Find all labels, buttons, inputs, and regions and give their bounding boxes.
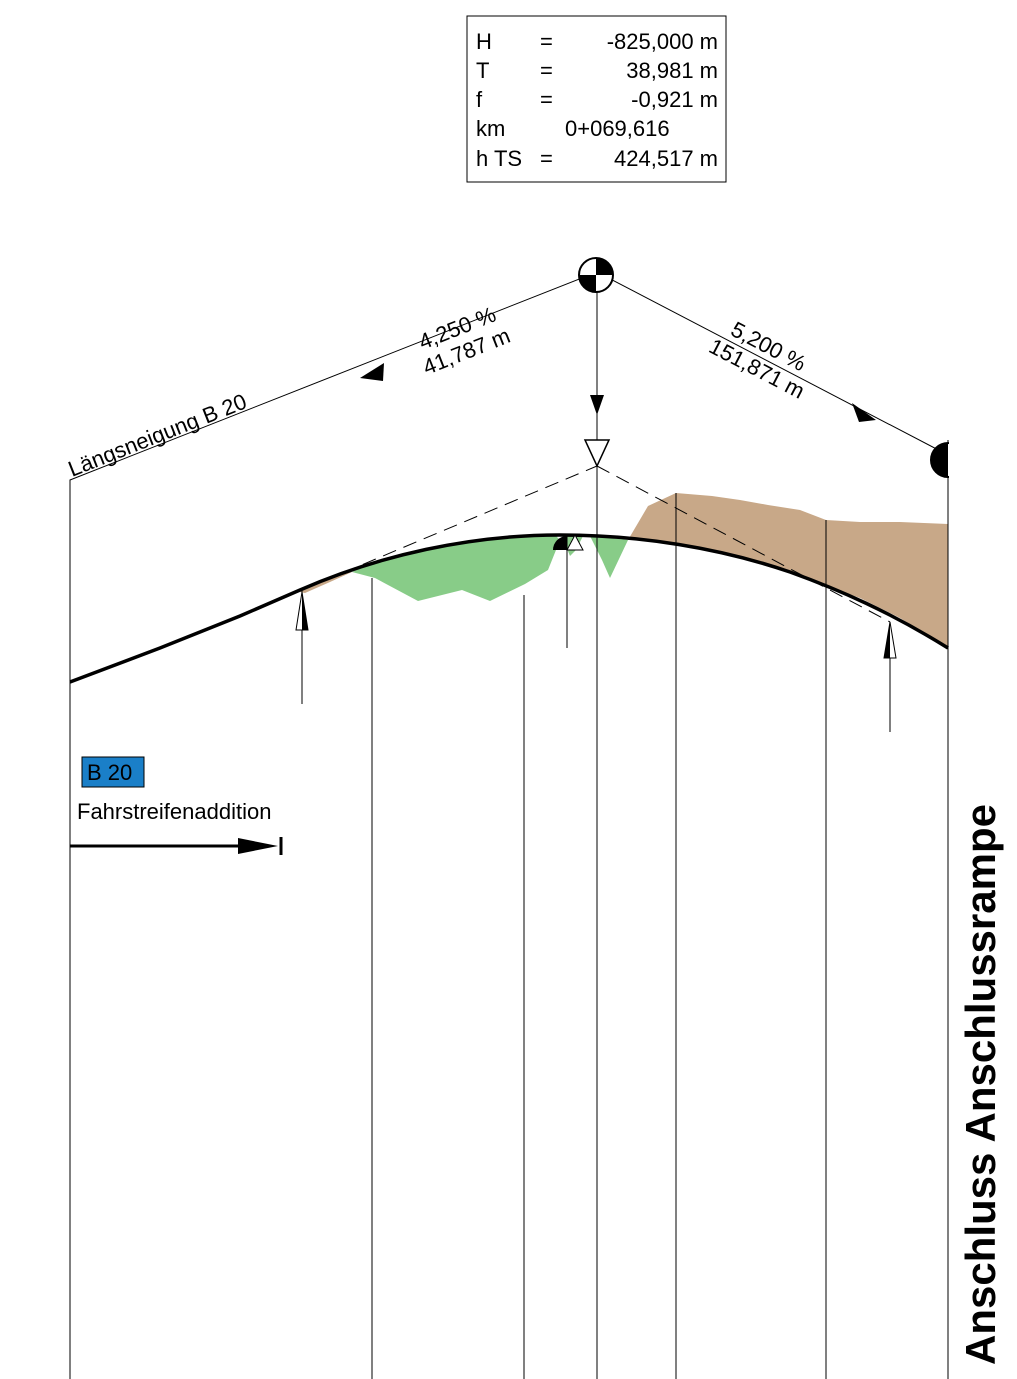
arrow-right-gradient [852, 403, 876, 422]
design-gradient-line [69, 533, 949, 684]
apex-arrow-small [590, 395, 604, 415]
info-label-h: H [476, 29, 492, 54]
gradient-overview [69, 271, 949, 492]
info-label-f: f [476, 87, 483, 112]
gradient-left-labels: 4,250 % 41,787 m [415, 302, 514, 380]
road-tag-label: B 20 [87, 760, 132, 785]
apex-arrow-outline [583, 439, 611, 468]
info-value-h: -825,000 m [607, 29, 718, 54]
info-label-t: T [476, 58, 489, 83]
tangent-right [596, 465, 891, 623]
lane-label: Fahrstreifenaddition [77, 799, 271, 824]
tangent-point-markers [295, 533, 897, 732]
side-title-group: Anschluss Anschlussrampe [957, 804, 1004, 1365]
info-sep-t: = [540, 58, 553, 83]
profile-label: Längsneigung B 20 [65, 389, 251, 482]
curve-info-box: H = -825,000 m T = 38,981 m f = -0,921 m… [466, 15, 727, 183]
fill-embankment-small [300, 571, 352, 593]
arrow-left-gradient [360, 363, 384, 381]
info-value-km: 0+069,616 [565, 116, 670, 141]
info-label-hts: h TS [476, 146, 522, 171]
info-box-frame [466, 15, 727, 183]
profile-label-group: Längsneigung B 20 [65, 389, 251, 482]
cut-section-left [352, 535, 560, 601]
end-mask [949, 435, 969, 485]
apex-quadrant-1 [596, 258, 613, 275]
lane-arrow-head [238, 838, 278, 854]
end-symbol [930, 435, 969, 485]
crest-marker-half [553, 536, 567, 550]
road-tag-box [81, 756, 145, 788]
crest-marker-triangle [566, 533, 584, 551]
apex-arrow [583, 395, 611, 468]
lane-arrow [70, 837, 283, 855]
apex-symbol [578, 257, 614, 293]
gradient-right-labels: 5,200 % 151,871 m [705, 317, 810, 404]
info-label-km: km [476, 116, 505, 141]
terrain-cut-area [352, 535, 628, 601]
side-title: Anschluss Anschlussrampe [957, 804, 1004, 1365]
marker-right-arrow-fill [884, 622, 890, 658]
station-lines [69, 285, 949, 1379]
info-value-hts: 424,517 m [614, 146, 718, 171]
apex-quadrant-2 [579, 275, 596, 292]
marker-left-arrow-fill [302, 592, 308, 630]
road-tag: B 20 [81, 756, 145, 788]
gradient-overview-line [69, 271, 949, 492]
cut-section-right [590, 536, 628, 578]
info-sep-hts: = [540, 146, 553, 171]
info-value-f: -0,921 m [631, 87, 718, 112]
info-value-t: 38,981 m [626, 58, 718, 83]
info-sep-h: = [540, 29, 553, 54]
end-half [931, 443, 948, 477]
info-sep-f: = [540, 87, 553, 112]
